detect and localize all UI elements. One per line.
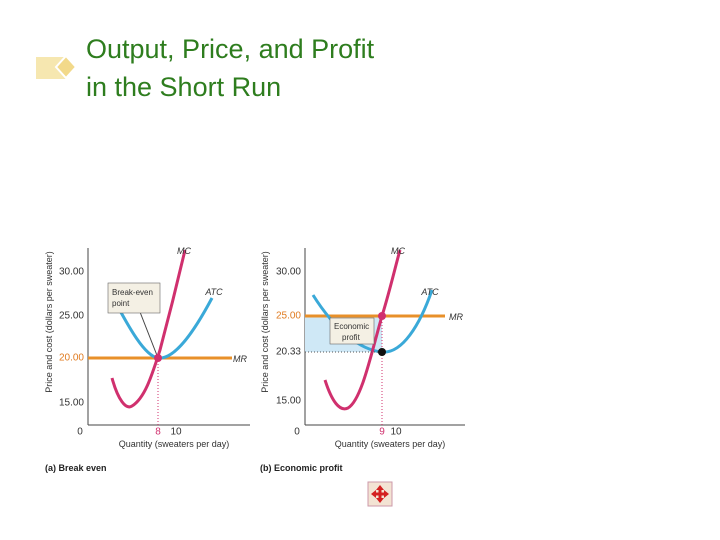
- curve-label: ATC: [420, 287, 439, 297]
- caption: (a) Break even: [45, 463, 107, 473]
- mc-curve: [323, 249, 402, 411]
- curve-label: MR: [233, 354, 247, 364]
- x-tick-label: 8: [155, 427, 161, 438]
- x-tick-label: 0: [77, 427, 83, 438]
- annotation: profit: [342, 333, 361, 342]
- caption: (b) Economic profit: [260, 463, 343, 473]
- annotation-box: [107, 282, 161, 314]
- annotation: Economic: [334, 322, 369, 331]
- curve-label: ATC: [204, 287, 223, 297]
- y-axis-label: Price and cost (dollars per sweater): [44, 251, 54, 393]
- y-tick-label: 30.00: [276, 267, 301, 278]
- x-tick-label: 9: [379, 427, 385, 438]
- annotation: point: [112, 299, 130, 308]
- curve-label: MR: [449, 312, 463, 322]
- title-line: in the Short Run: [86, 72, 281, 102]
- y-tick-label: 20.33: [276, 347, 301, 358]
- mc-curve: [110, 249, 187, 409]
- panel: Price and cost (dollars per sweater) 30.…: [44, 246, 250, 473]
- y-tick-label: 15.00: [276, 396, 301, 407]
- y-tick-label: 30.00: [59, 267, 84, 278]
- title-line: Output, Price, and Profit: [86, 34, 375, 64]
- curve-label: MC: [177, 246, 191, 256]
- caption-letter: (b): [260, 463, 272, 473]
- x-tick-label: 0: [294, 427, 300, 438]
- icon-arrows: [371, 485, 389, 503]
- annotation: Break-even: [112, 288, 153, 297]
- caption-letter: (a): [45, 463, 56, 473]
- curve-label: MC: [391, 246, 405, 256]
- logo-bar: [36, 57, 66, 79]
- y-axis-label: Price and cost (dollars per sweater): [260, 251, 270, 393]
- panel: Price and cost (dollars per sweater) 30.…: [260, 246, 465, 473]
- logo-diamond: [54, 54, 78, 80]
- point: [378, 312, 386, 320]
- y-tick-label: 25.00: [276, 311, 301, 322]
- x-axis-label: Quantity (sweaters per day): [119, 439, 230, 449]
- pointer: [139, 311, 159, 359]
- move-icon[interactable]: [367, 481, 393, 507]
- y-tick-label: 25.00: [59, 311, 84, 322]
- point: [154, 354, 162, 362]
- y-tick-label: 15.00: [59, 398, 84, 409]
- x-tick-label: 10: [170, 427, 182, 438]
- point: [378, 348, 386, 356]
- y-tick-label: 20.00: [59, 353, 84, 364]
- caption-text: Economic profit: [274, 463, 343, 473]
- caption-text: Break even: [59, 463, 107, 473]
- x-axis-label: Quantity (sweaters per day): [335, 439, 446, 449]
- annotation-box: [329, 317, 375, 345]
- x-tick-label: 10: [390, 427, 402, 438]
